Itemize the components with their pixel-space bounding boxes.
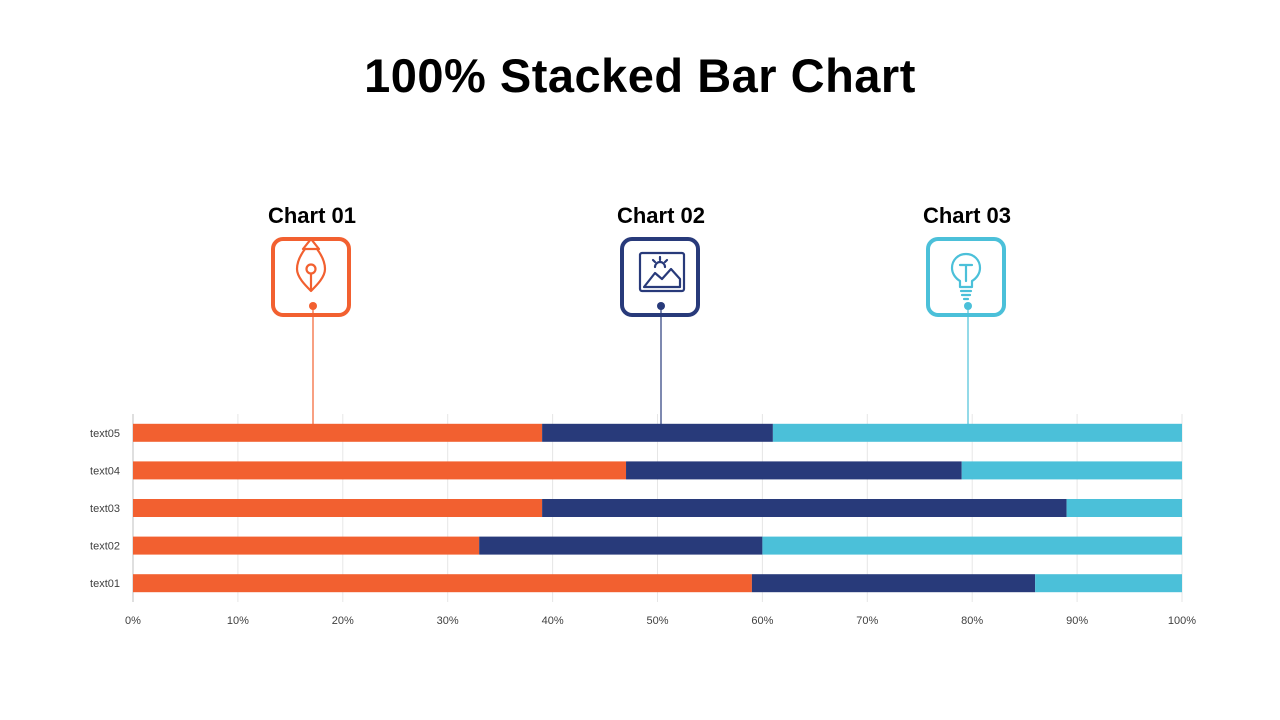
bar-text05-series-2 [542,423,773,442]
page-title: 100% Stacked Bar Chart [364,49,916,102]
bar-text03-series-1 [133,499,543,517]
bar-text01-series-3 [1035,574,1182,593]
y-tick-label: text02 [90,541,120,553]
bar-text02-series-2 [479,536,763,555]
callout-connector-dot [964,302,972,310]
landscape-image-icon [638,251,686,293]
callout-label-chart-02: Chart 02 [616,203,706,228]
callout-label-chart-03: Chart 03 [922,203,1012,228]
x-tick-label: 30% [437,615,459,627]
x-tick-label: 10% [227,615,249,627]
lightbulb-icon [950,252,982,301]
bar-text05-series-1 [133,423,543,442]
x-tick-label: 70% [856,615,878,627]
y-tick-label: text05 [90,428,120,440]
callout-label-chart-01: Chart 01 [267,203,357,228]
bar-text04-series-2 [626,461,962,480]
y-tick-label: text04 [90,465,120,477]
x-tick-label: 0% [125,615,141,627]
callout-connector-dot [309,302,317,310]
x-tick-label: 20% [332,615,354,627]
bar-text01-series-2 [751,574,1036,593]
bar-text04-series-1 [133,461,627,480]
y-tick-label: text01 [90,578,120,590]
x-tick-label: 40% [542,615,564,627]
bar-text03-series-3 [1066,499,1182,517]
x-tick-label: 80% [961,615,983,627]
bar-text01-series-1 [133,574,752,593]
bar-text02-series-1 [133,536,480,555]
x-tick-label: 90% [1066,615,1088,627]
x-tick-label: 50% [646,615,668,627]
x-tick-label: 100% [1168,615,1196,627]
callout-box-chart-03 [926,237,1006,317]
bar-text03-series-2 [542,499,1067,517]
y-tick-label: text03 [90,503,120,515]
bar-text02-series-3 [762,536,1182,555]
callout-connector-dot [657,302,665,310]
bar-text04-series-3 [961,461,1182,480]
bar-text05-series-3 [772,423,1182,442]
pen-nib-icon [295,241,327,293]
x-tick-label: 60% [751,615,773,627]
